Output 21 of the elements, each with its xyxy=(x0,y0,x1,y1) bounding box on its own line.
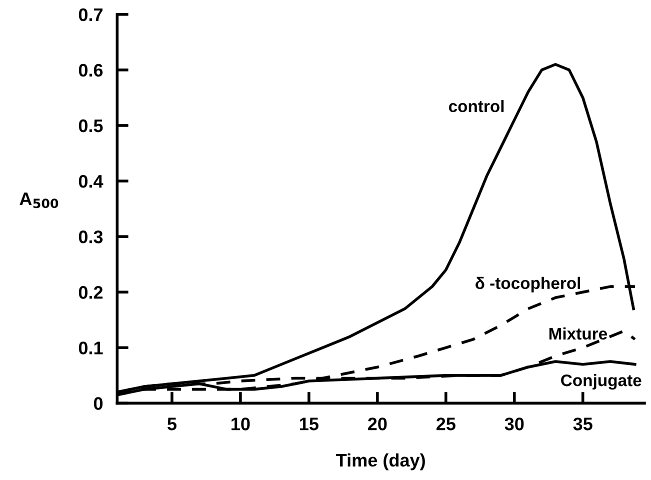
x-tick-label: 5 xyxy=(168,418,176,430)
series-label: control xyxy=(448,100,504,112)
x-tick-label: 25 xyxy=(436,418,456,430)
y-tick-label: 0.3 xyxy=(78,230,103,244)
x-tick-label: 10 xyxy=(232,418,250,430)
series-label: Conjugate xyxy=(561,374,642,390)
y-axis-title: A$_{500}$ xyxy=(20,192,58,208)
y-tick-label: 0.2 xyxy=(78,286,103,299)
x-tick-label: 35 xyxy=(573,418,592,430)
series-label: Mixture xyxy=(549,327,608,340)
x-axis-title: Time (day) xyxy=(336,453,425,470)
y-tick-label: 0.1 xyxy=(78,342,103,354)
y-tick-label: 0.4 xyxy=(78,174,104,188)
x-tick-label: 30 xyxy=(504,418,524,430)
y-tick-label: 0.7 xyxy=(78,8,102,22)
y-tick-label: 0 xyxy=(94,397,103,410)
x-tick-label: 15 xyxy=(300,418,318,430)
y-tick-label: 0.6 xyxy=(78,64,103,77)
x-tick-label: 20 xyxy=(368,418,387,430)
series-label: δ -tocopherol xyxy=(476,276,580,292)
y-tick-label: 0.5 xyxy=(78,119,103,132)
